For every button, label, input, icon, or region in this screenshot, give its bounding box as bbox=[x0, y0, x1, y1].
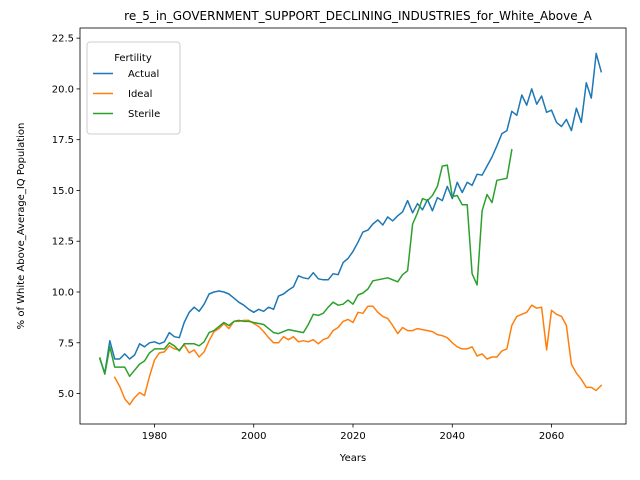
x-axis: 1980 2000 2020 2040 2060 bbox=[142, 424, 564, 442]
legend-entry-ideal: Ideal bbox=[128, 89, 152, 100]
y-axis: 5.0 7.5 10.0 12.5 15.0 17.5 20.0 22.5 bbox=[52, 34, 80, 400]
y-tick-label: 20.0 bbox=[52, 84, 74, 95]
x-tick-label: 1980 bbox=[142, 431, 167, 442]
x-tick-label: 2000 bbox=[241, 431, 266, 442]
series-line-ideal bbox=[113, 304, 603, 406]
y-axis-label: % of White Above_Average_IQ Population bbox=[16, 123, 27, 330]
series-line-sterile bbox=[98, 148, 513, 378]
y-tick-label: 12.5 bbox=[52, 237, 74, 248]
y-tick-label: 22.5 bbox=[52, 34, 74, 45]
series-lines bbox=[98, 52, 603, 406]
legend: Fertility Actual Ideal Sterile bbox=[86, 41, 181, 135]
x-axis-label: Years bbox=[339, 453, 366, 464]
chart-title: re_5_in_GOVERNMENT_SUPPORT_DECLINING_IND… bbox=[124, 9, 592, 23]
legend-frame bbox=[86, 41, 181, 135]
x-tick-label: 2060 bbox=[539, 431, 564, 442]
y-tick-label: 10.0 bbox=[52, 288, 74, 299]
y-tick-label: 7.5 bbox=[58, 338, 74, 349]
x-tick-label: 2040 bbox=[440, 431, 465, 442]
legend-title: Fertility bbox=[114, 53, 152, 64]
series-line-actual bbox=[98, 52, 603, 374]
y-tick-label: 17.5 bbox=[52, 135, 74, 146]
y-tick-label: 15.0 bbox=[52, 186, 74, 197]
y-tick-label: 5.0 bbox=[58, 389, 74, 400]
legend-entry-actual: Actual bbox=[128, 69, 159, 80]
legend-entry-sterile: Sterile bbox=[128, 109, 160, 120]
x-tick-label: 2020 bbox=[340, 431, 365, 442]
